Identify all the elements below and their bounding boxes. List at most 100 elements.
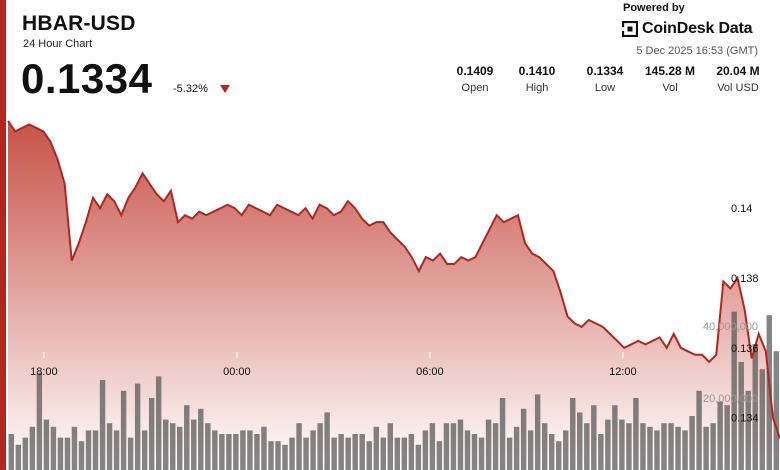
volume-bar [492,423,499,470]
volume-bar [29,426,36,470]
current-price: 0.1334 [21,55,153,102]
volume-bar [577,412,583,470]
volume-bar [443,423,450,470]
volume-bar [120,390,127,470]
volume-bar [724,405,730,470]
volume-bar [520,408,527,470]
volume-bar [106,423,113,470]
chart-subtitle: 24 Hour Chart [23,38,93,50]
volume-bar [759,369,765,470]
volume-bar [366,441,372,470]
volume-bar [134,383,141,470]
volume-bar [380,437,386,470]
volume-bar [605,419,611,470]
volume-bar [15,444,22,470]
volume-bar [148,398,155,470]
price-change: -5.32% [173,83,208,95]
volume-bar [373,426,379,470]
volume-bar [731,311,737,470]
volume-bar [198,408,204,470]
volume-bar [345,437,351,470]
brand-name: CoinDesk Data [642,20,753,37]
stats-panel: 0.1409 Open 0.1410 High 0.1334 Low 145.2… [445,64,770,96]
stat-low: 0.1334 Low [575,64,635,94]
volume-bar [127,437,134,470]
volume-bar [668,423,674,470]
volume-bar [499,398,506,470]
volume-bar [436,441,443,470]
volume-bar [324,412,330,470]
volume-bar [408,434,415,470]
volume-bar [219,434,225,470]
volume-bar [584,423,590,470]
volume-bar [549,434,555,470]
volume-bar [331,437,337,470]
volume-bar [450,423,457,470]
volume-bar [401,437,408,470]
volume-bar [240,430,246,470]
y-axis-ticks: 0.14 0.138 0.136 0.134 [731,203,759,424]
pair-title: HBAR-USD [22,12,136,35]
volume-bar [556,441,562,470]
volume-bars [8,311,779,470]
volume-bar [184,405,190,470]
volume-bar [752,344,758,470]
volume-bar [43,419,50,470]
stat-high-value: 0.1410 [518,64,556,78]
volume-bar [471,434,478,470]
volume-tick-label: 40,000,000 [703,321,758,333]
volume-bar [22,437,29,470]
y-tick-label: 0.14 [731,203,752,215]
down-arrow-icon [220,85,230,93]
volume-bar [212,430,218,470]
volume-bar [177,426,183,470]
volume-bar [296,423,302,470]
volume-bar [338,434,344,470]
y-tick-label: 0.136 [731,343,759,355]
volume-bar [675,426,681,470]
volume-bar [205,423,211,470]
y-tick-label: 0.134 [731,413,759,425]
volume-bar [598,434,604,470]
coindesk-logo-icon [622,21,638,37]
volume-bar [429,423,436,470]
x-tick-label: 18:00 [30,366,58,378]
volume-bar [773,351,779,470]
price-line [7,120,780,439]
volume-bar [8,434,15,470]
stat-open-label: Open [461,82,489,94]
timestamp: 5 Dec 2025 16:53 (GMT) [636,45,758,57]
volume-bar [563,430,569,470]
stat-high-label: High [525,82,549,94]
volume-bar [689,416,695,470]
volume-bar [640,423,646,470]
volume-bar [717,401,723,470]
volume-bar [422,430,429,470]
volume-bar [268,441,274,470]
volume-bar [696,390,702,470]
x-tick-label: 00:00 [223,366,251,378]
stat-open-value: 0.1409 [456,64,494,78]
coindesk-logo[interactable]: CoinDesk Data [622,20,753,38]
volume-bar [233,434,239,470]
x-axis-ticks: 18:00 00:00 06:00 12:00 [30,352,637,378]
volume-bar [57,437,64,470]
stat-vol: 145.28 M Vol [640,64,700,94]
stat-high: 0.1410 High [507,64,567,94]
price-area [8,120,780,470]
volume-bar [570,398,576,470]
volume-tick-label: 20,000,000 [703,393,758,405]
volume-bar [387,423,393,470]
volume-bar [71,426,78,470]
volume-bar [654,430,660,470]
stat-vol-label: Vol [662,82,678,94]
volume-bar [275,441,281,470]
y-tick-label: 0.138 [731,273,759,285]
volume-bar [541,423,548,470]
volume-bar [745,390,751,470]
accent-bar [0,0,6,470]
volume-bar [317,423,323,470]
stat-vol-value: 145.28 M [644,64,696,78]
volume-bar [591,405,597,470]
volume-bar [612,405,618,470]
